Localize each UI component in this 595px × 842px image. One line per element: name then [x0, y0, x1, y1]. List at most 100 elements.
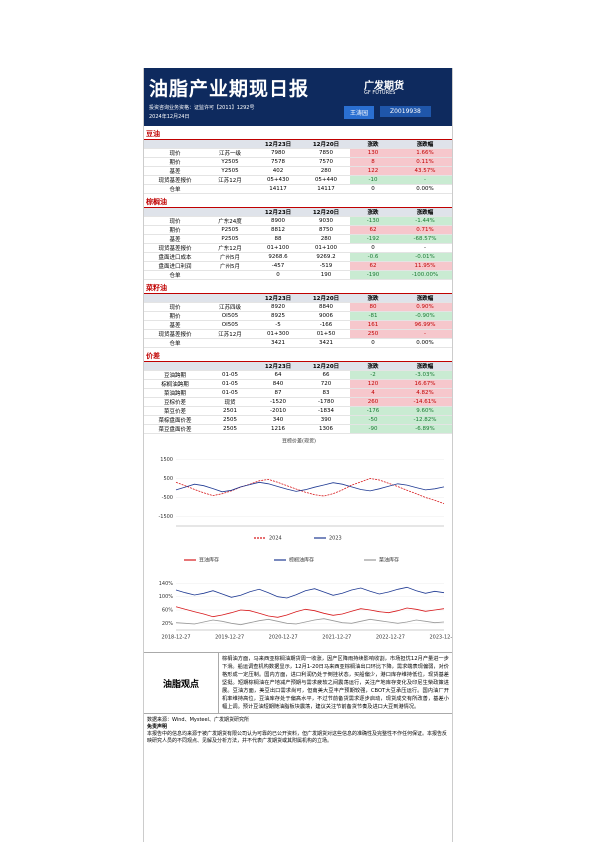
cell: 280 [302, 166, 350, 176]
section-name: 价差 [144, 351, 452, 362]
row: 期价 OI505 8925 9006 -81 -0.90% [144, 311, 452, 321]
cell: -0.6 [350, 252, 396, 262]
cell: 8925 [254, 311, 302, 321]
cell: 840 [254, 379, 302, 389]
row: 基差 Y2505 402 280 122 43.57% [144, 166, 452, 176]
section-row: 价差 [144, 351, 452, 362]
cell: 01-05 [206, 388, 254, 398]
cell: -10 [350, 175, 396, 185]
cell: -6.89% [396, 424, 452, 434]
cell: 广州5月 [206, 252, 254, 262]
cell: 260 [350, 397, 396, 407]
cell: 43.57% [396, 166, 452, 176]
data-table: 价差 12月23日 12月20日 涨跌 涨跌幅 豆油跨期 01-05 64 66 -2 -3.03%… [144, 351, 452, 434]
column-name: 12月20日 [302, 207, 350, 217]
column-header: 12月23日 12月20日 涨跌 涨跌幅 [144, 139, 452, 149]
row: 现货基差报价 广东12月 01+100 01+100 0- [144, 243, 452, 253]
column-name: 12月23日 [254, 293, 302, 303]
cell: 江苏一级 [206, 148, 254, 158]
legend-label: 2024 [269, 536, 282, 542]
row: 现价 江苏四级 8920 8840 80 0.90% [144, 302, 452, 312]
column-header: 12月23日 12月20日 涨跌 涨跌幅 [144, 207, 452, 217]
column-name: 涨跌 [350, 293, 396, 303]
column-name: 涨跌幅 [396, 139, 452, 149]
cell: 菜油跨期 [144, 388, 206, 398]
cell: 4 [350, 388, 396, 398]
y-tick-label: -1500 [158, 514, 173, 520]
row: 豆油跨期 01-05 64 66 -2 -3.03% [144, 370, 452, 380]
series-line [175, 586, 445, 599]
cell: 0 [350, 184, 396, 194]
cell: 期价 [144, 311, 206, 321]
cell: 豆油跨期 [144, 370, 206, 380]
cell: -166 [302, 320, 350, 330]
row: 豆棕价差 现货 -1520 -1780 260 -14.61% [144, 397, 452, 407]
cell: 14117 [254, 184, 302, 194]
data-table: 豆油 12月23日 12月20日 涨跌 涨跌幅 现价 江苏一级 7980 7850 130 1.66… [144, 129, 452, 194]
source: 数据来源：Wind、Mysteel、广发期货研究所 [147, 717, 249, 723]
analyst: 王涛园 [344, 106, 375, 119]
cell: 9.60% [396, 406, 452, 416]
cell [206, 270, 254, 280]
viewpoint-label: 油脂观点 [144, 653, 219, 713]
column-name: 涨跌 [350, 139, 396, 149]
cell: 7578 [254, 157, 302, 167]
cell: -2010 [254, 406, 302, 416]
cell: 1.66% [396, 148, 452, 158]
section-name: 棕榈油 [144, 197, 452, 208]
cell: -192 [350, 234, 396, 244]
cell: 0.71% [396, 225, 452, 235]
viewpoint-text: 棕榈油方面，马来西亚棕榈油期货周一收涨，因产区降雨持续影响收割，市场担忧12月产… [222, 656, 449, 710]
x-tick-label: 2020-12-27 [269, 635, 298, 641]
charts: 豆棕价差(现货) 1500 500 -500 -1500 2024 2023 140% 100%… [144, 434, 452, 650]
chart: 豆棕价差(现货) 1500 500 -500 -1500 2024 2023 [158, 438, 445, 542]
cell: 0 [350, 243, 396, 253]
cell: 01+300 [254, 329, 302, 339]
column-header: 12月23日 12月20日 涨跌 涨跌幅 [144, 361, 452, 371]
data-table: 菜籽油 12月23日 12月20日 涨跌 涨跌幅 现价 江苏四级 8920 8840 80 0.90… [144, 283, 452, 348]
cell: 80 [350, 302, 396, 312]
cell: -12.82% [396, 415, 452, 425]
cell: 现货基差报价 [144, 329, 206, 339]
cell: - [396, 329, 452, 339]
cell: 现价 [144, 148, 206, 158]
footer: 数据来源：Wind、Mysteel、广发期货研究所 免责声明 本报告中的信息均来… [144, 714, 452, 748]
blank [144, 361, 254, 371]
cell: 0.11% [396, 157, 452, 167]
header: 油脂产业期现日报 广发期货 GF FUTURES 投资咨询业务资格：证监许可【2… [144, 68, 452, 126]
cell: 8812 [254, 225, 302, 235]
section-row: 棕榈油 [144, 197, 452, 208]
cell: 1216 [254, 424, 302, 434]
cell: 菜豆价差 [144, 406, 206, 416]
row: 仓单 14117 14117 0 0.00% [144, 184, 452, 194]
blank [144, 139, 254, 149]
column-name: 涨跌幅 [396, 361, 452, 371]
cell: 250 [350, 329, 396, 339]
cell: 1306 [302, 424, 350, 434]
cell: 期价 [144, 225, 206, 235]
legend-label: 2023 [329, 536, 342, 542]
cell: -100.00% [396, 270, 452, 280]
cell: 0.00% [396, 338, 452, 348]
x-tick-label: 2022-12-27 [376, 635, 405, 641]
y-tick-label: -500 [162, 495, 173, 501]
cell: 9268.6 [254, 252, 302, 262]
column-name: 12月23日 [254, 361, 302, 371]
series-line [175, 618, 445, 626]
report: 油脂产业期现日报 广发期货 GF FUTURES 投资咨询业务资格：证监许可【2… [143, 68, 453, 842]
cell: Y2505 [206, 166, 254, 176]
row: 菜豆价差 2501 -2010 -1834 -176 9.60% [144, 406, 452, 416]
cell: -457 [254, 261, 302, 271]
y-tick-label: 20% [162, 621, 173, 627]
cell: 01+50 [302, 329, 350, 339]
cell: 87 [254, 388, 302, 398]
cell: 64 [254, 370, 302, 380]
cell: 0.90% [396, 302, 452, 312]
cell: 2505 [206, 424, 254, 434]
y-tick-label: 1500 [160, 457, 173, 463]
cell: 3421 [254, 338, 302, 348]
disclaimer: 本报告中的信息均来源于被广发期货有限公司认为可靠的已公开资料，但广发期货对这些信… [147, 731, 448, 744]
cell: 11.95% [396, 261, 452, 271]
cell: 盘面进口成本 [144, 252, 206, 262]
cell: -5 [254, 320, 302, 330]
